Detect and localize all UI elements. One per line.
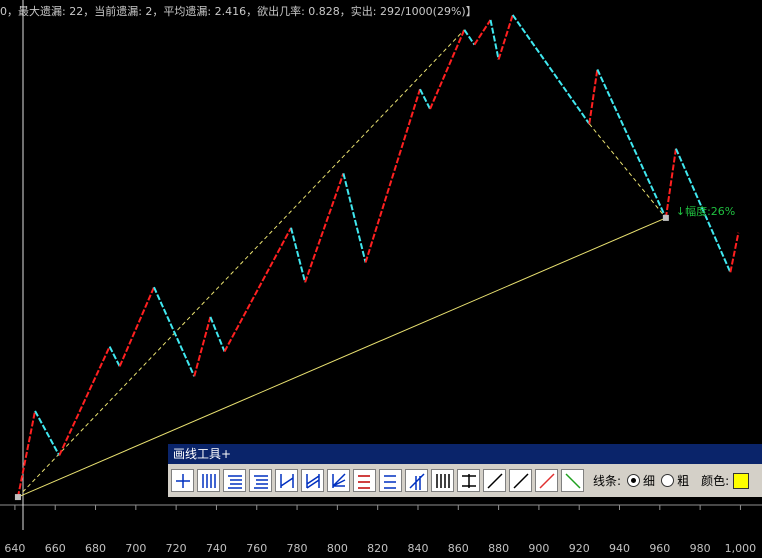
zigzag-segment [429,29,466,110]
trend-line [17,217,667,498]
zigzag-segment [193,316,212,377]
x-tick-label: 800 [327,542,348,555]
tool-icon [332,473,346,488]
tool-button[interactable] [535,469,558,492]
drawing-toolbar: 画线工具+ 线条: 细 粗 颜色: [168,444,762,497]
toolbar-body: 线条: 细 粗 颜色: [168,464,762,497]
zigzag-segment [588,69,599,124]
x-tick-label: 780 [287,542,308,555]
line-label: 线条: [593,474,622,488]
tool-icon [539,473,555,489]
tool-button[interactable] [379,469,402,492]
zigzag-segment [489,19,500,60]
toolbar-title: 画线工具+ [168,444,762,464]
anchor-handle [14,494,21,501]
tool-button[interactable] [483,469,506,492]
zigzag-segment [108,346,121,367]
tool-icon [565,473,581,489]
zigzag-segment [58,346,111,456]
x-tick-label: 700 [125,542,146,555]
x-tick-label: 640 [4,542,25,555]
x-tick-label: 740 [206,542,227,555]
zigzag-segment [304,173,345,283]
tool-button[interactable] [405,469,428,492]
x-tick-label: 960 [649,542,670,555]
annotation: ↓幅度:26% [676,204,735,218]
zigzag-segment [473,19,492,46]
tool-button[interactable] [171,469,194,492]
tool-icon [384,475,396,489]
dashed-trend [588,123,667,219]
tool-button[interactable] [275,469,298,492]
tool-buttons [171,469,587,492]
tool-button[interactable] [197,469,220,492]
tool-button[interactable] [249,469,272,492]
tool-icon [280,474,294,488]
zigzag-segment [16,410,37,498]
radio-thick[interactable] [661,474,675,487]
x-tick-label: 880 [488,542,509,555]
tool-button[interactable] [301,469,324,492]
x-tick-label: 940 [609,542,630,555]
tool-icon [228,475,242,489]
tool-icon [254,475,268,489]
color-swatch[interactable] [733,472,750,489]
zigzag-segment [664,148,677,219]
tool-icon [176,474,190,488]
tool-button[interactable] [509,469,532,492]
tool-button[interactable] [431,469,454,492]
zigzag-segment [675,148,732,273]
x-tick-label: 980 [690,542,711,555]
tool-icon [487,473,503,489]
zigzag-segment [729,232,740,273]
x-tick-label: 680 [85,542,106,555]
tool-button[interactable] [353,469,376,492]
zigzag-segment [596,68,667,219]
x-tick-label: 920 [569,542,590,555]
zigzag-segment [34,410,61,456]
tool-button[interactable] [223,469,246,492]
zigzag-segment [511,14,591,125]
color-label: 颜色: [701,474,730,488]
dashed-trend [17,29,465,498]
anchor-handle [662,214,669,221]
zigzag-segment [342,173,367,263]
zigzag-segment [290,227,307,283]
x-tick-label: 1,000 [725,542,757,555]
zigzag-segment [118,286,155,367]
thin-label: 细 [643,474,656,488]
x-tick-label: 660 [45,542,66,555]
x-tick-label: 840 [407,542,428,555]
tool-icon [462,474,476,488]
tool-button[interactable] [327,469,350,492]
thick-label: 粗 [677,474,690,488]
tool-icon [513,473,529,489]
status-line: 0，最大遗漏: 22，当前遗漏: 2，平均遗漏: 2.416，欲出几率: 0.8… [0,4,477,18]
tool-button[interactable] [561,469,584,492]
zigzag-segment [223,227,292,353]
tool-button[interactable] [457,469,480,492]
zigzag-segment [463,29,476,46]
tool-icon [358,475,370,489]
x-tick-label: 820 [367,542,388,555]
zigzag-segment [497,14,514,60]
zigzag-segment [209,316,226,352]
x-tick-label: 760 [246,542,267,555]
tool-icon [436,474,450,488]
x-tick-label: 900 [528,542,549,555]
radio-thin[interactable] [627,474,641,487]
zigzag-segment [419,88,431,110]
x-tick-label: 720 [166,542,187,555]
zigzag-segment [364,88,421,263]
tool-icon [306,474,320,489]
tool-icon [409,473,425,490]
tool-icon [202,474,216,488]
x-tick-label: 860 [448,542,469,555]
zigzag-segment [153,286,196,377]
